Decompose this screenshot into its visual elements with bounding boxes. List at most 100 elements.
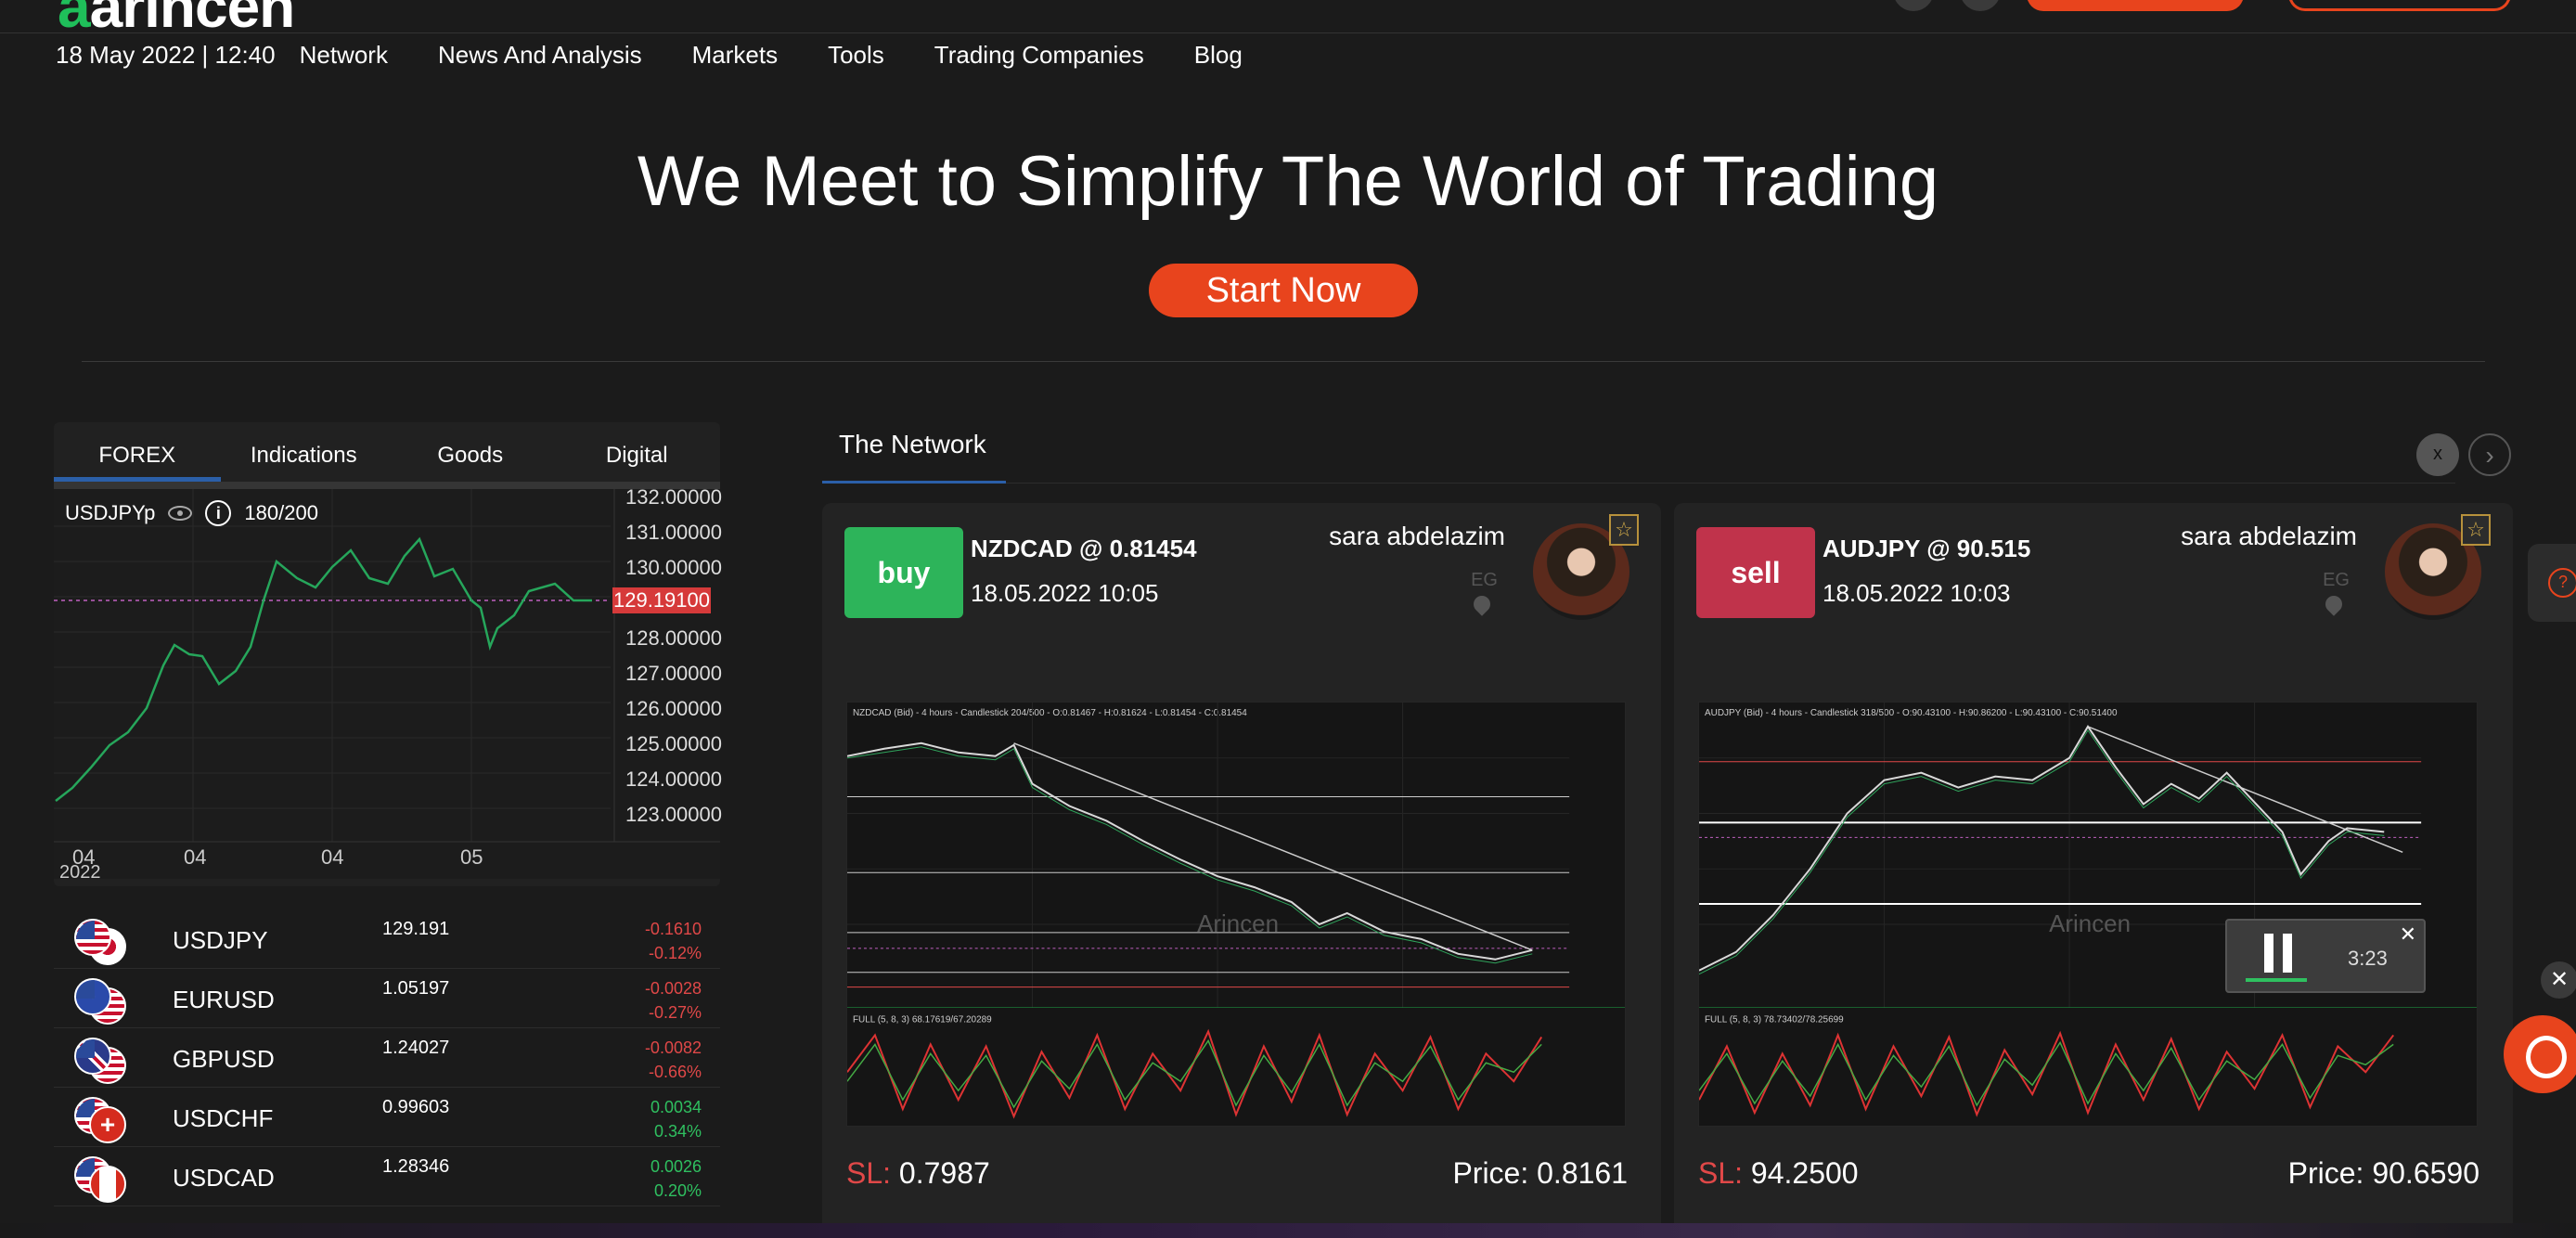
- eu-us-flag-icon: [74, 978, 128, 1025]
- sell-badge[interactable]: sell: [1696, 527, 1815, 618]
- close-icon[interactable]: x: [2416, 433, 2459, 476]
- y-tick: 131.00000: [625, 521, 722, 544]
- stop-loss: SL: 0.7987: [846, 1156, 990, 1190]
- ticker-row[interactable]: GBPUSD 1.24027 -0.0082 -0.66%: [54, 1028, 720, 1088]
- ticker-change: 0.0034 0.34%: [650, 1098, 702, 1141]
- ticker-row[interactable]: USDJPY 129.191 -0.1610 -0.12%: [54, 909, 720, 969]
- x-tick: 04: [321, 845, 344, 869]
- location-pin-icon: [2322, 592, 2346, 616]
- ticker-row[interactable]: + USDCHF 0.99603 0.0034 0.34%: [54, 1088, 720, 1147]
- info-icon[interactable]: i: [205, 500, 232, 526]
- trader-name[interactable]: sara abdelazim: [2181, 522, 2357, 550]
- close-icon[interactable]: ✕: [2399, 922, 2416, 946]
- location-pin-icon: [1470, 592, 1494, 616]
- trade-chart-image[interactable]: AUDJPY (Bid) - 4 hours - Candlestick 318…: [1698, 702, 2478, 1127]
- star-icon[interactable]: ☆: [2461, 514, 2491, 546]
- nav-markets[interactable]: Markets: [691, 40, 779, 69]
- y-tick: 127.00000: [625, 662, 722, 685]
- current-price: Price: 0.8161: [1452, 1156, 1628, 1190]
- hero-title: We Meet to Simplify The World of Trading: [637, 142, 1939, 221]
- chart-symbol-row: USDJPYp i 180/200: [65, 500, 318, 526]
- us-ca-flag-icon: [74, 1156, 128, 1203]
- language-icon[interactable]: [1960, 0, 2001, 11]
- trader-country: EG: [2323, 570, 2350, 590]
- section-divider: [82, 361, 2485, 362]
- y-tick: 124.00000: [625, 767, 722, 791]
- close-icon[interactable]: ✕: [2541, 961, 2576, 999]
- video-time: 3:23: [2348, 947, 2388, 970]
- tab-forex[interactable]: FOREX: [54, 422, 221, 482]
- trader-country: EG: [1471, 570, 1498, 590]
- trade-chart-image[interactable]: NZDCAD (Bid) - 4 hours - Candlestick 204…: [846, 702, 1626, 1127]
- bottom-strip: [0, 1223, 2576, 1238]
- current-datetime: 18 May 2022 | 12:40: [56, 40, 276, 69]
- trade-pair: NZDCAD @ 0.81454: [971, 535, 1197, 562]
- chart-header: NZDCAD (Bid) - 4 hours - Candlestick 204…: [853, 708, 1247, 718]
- tab-digital-currencies[interactable]: Digital Currencies: [583, 443, 690, 535]
- stop-loss: SL: 94.2500: [1698, 1156, 1859, 1190]
- trader-name[interactable]: sara abdelazim: [1329, 522, 1505, 550]
- market-panel: FOREX Indications Goods Digital Currenci…: [54, 422, 722, 886]
- y-tick: 132.00000: [625, 485, 722, 509]
- network-tab[interactable]: The Network: [839, 430, 986, 458]
- ticker-price: 1.24027: [382, 1038, 450, 1058]
- y-tick: 130.00000: [625, 556, 722, 579]
- ticker-price: 1.05197: [382, 978, 450, 999]
- start-now-button[interactable]: Start Now: [1149, 264, 1418, 317]
- us-jp-flag-icon: [74, 919, 128, 965]
- trade-card[interactable]: sell AUDJPY @ 90.515 18.05.2022 10:03 sa…: [1674, 503, 2513, 1238]
- x-tick: 04: [184, 845, 207, 869]
- ticker-symbol: GBPUSD: [173, 1045, 275, 1073]
- trade-pair: AUDJPY @ 90.515: [1823, 535, 2031, 562]
- main-nav: 18 May 2022 | 12:40 Network News And Ana…: [56, 39, 1293, 71]
- market-tabs: FOREX Indications Goods Digital Currenci…: [54, 422, 720, 535]
- nav-trading-companies[interactable]: Trading Companies: [934, 40, 1144, 69]
- chart-symbol: USDJPYp: [65, 501, 156, 524]
- top-header: aarincen: [0, 0, 2576, 40]
- x-tick: 04: [72, 845, 96, 869]
- chart-watermark: Arincen: [1197, 911, 1279, 937]
- y-axis: 132.00000 131.00000 130.00000 128.00000 …: [614, 485, 722, 842]
- usdjpy-chart[interactable]: USDJPYp i 180/200 132.00000 131.00000 13…: [54, 485, 722, 883]
- ticker-price: 0.99603: [382, 1097, 450, 1117]
- chevron-right-icon[interactable]: ›: [2468, 433, 2511, 476]
- ticker-change: -0.0082 -0.66%: [644, 1038, 702, 1081]
- y-tick: 128.00000: [625, 626, 722, 650]
- eye-icon[interactable]: [168, 506, 193, 521]
- tab-indications[interactable]: Indications: [250, 443, 357, 468]
- indicator-label: FULL (5, 8, 3) 78.73402/78.25699: [1705, 1014, 1844, 1025]
- trade-date: 18.05.2022 10:03: [1823, 579, 2011, 607]
- gb-us-flag-icon: [74, 1038, 128, 1084]
- star-icon[interactable]: ☆: [1609, 514, 1639, 546]
- indicator-label: FULL (5, 8, 3) 68.17619/67.20289: [853, 1014, 992, 1025]
- trade-card[interactable]: buy NZDCAD @ 0.81454 18.05.2022 10:05 sa…: [822, 503, 1661, 1238]
- chat-icon[interactable]: [2504, 1015, 2576, 1093]
- y-tick: 126.00000: [625, 697, 722, 720]
- chart-watermark: Arincen: [2049, 911, 2131, 937]
- nav-network[interactable]: Network: [299, 40, 388, 69]
- tab-goods[interactable]: Goods: [437, 443, 504, 468]
- x-year: 2022: [59, 862, 101, 883]
- ticker-change: -0.0028 -0.27%: [644, 979, 702, 1022]
- video-progress[interactable]: [2246, 978, 2307, 982]
- ticker-symbol: USDCHF: [173, 1104, 274, 1132]
- buy-badge[interactable]: buy: [844, 527, 963, 618]
- arincen-logo[interactable]: aarincen: [58, 0, 295, 40]
- video-overlay[interactable]: 3:23 ✕: [2225, 919, 2426, 993]
- nav-blog[interactable]: Blog: [1193, 40, 1243, 69]
- ticker-row[interactable]: USDCAD 1.28346 0.0026 0.20%: [54, 1147, 720, 1206]
- ticker-symbol: USDCAD: [173, 1164, 275, 1192]
- search-icon[interactable]: [1893, 0, 1934, 11]
- help-icon[interactable]: [2528, 544, 2576, 622]
- ticker-symbol: USDJPY: [173, 926, 268, 954]
- current-price-tag: 129.19100: [612, 587, 711, 613]
- pause-icon[interactable]: [2264, 934, 2292, 973]
- ticker-price: 1.28346: [382, 1156, 450, 1177]
- ticker-symbol: EURUSD: [173, 986, 275, 1013]
- nav-tools[interactable]: Tools: [828, 40, 884, 69]
- nav-news-analysis[interactable]: News And Analysis: [437, 40, 642, 69]
- signup-button[interactable]: [2027, 0, 2244, 11]
- ticker-row[interactable]: EURUSD 1.05197 -0.0028 -0.27%: [54, 969, 720, 1028]
- login-button[interactable]: [2288, 0, 2511, 11]
- network-tab-indicator: [822, 481, 1006, 484]
